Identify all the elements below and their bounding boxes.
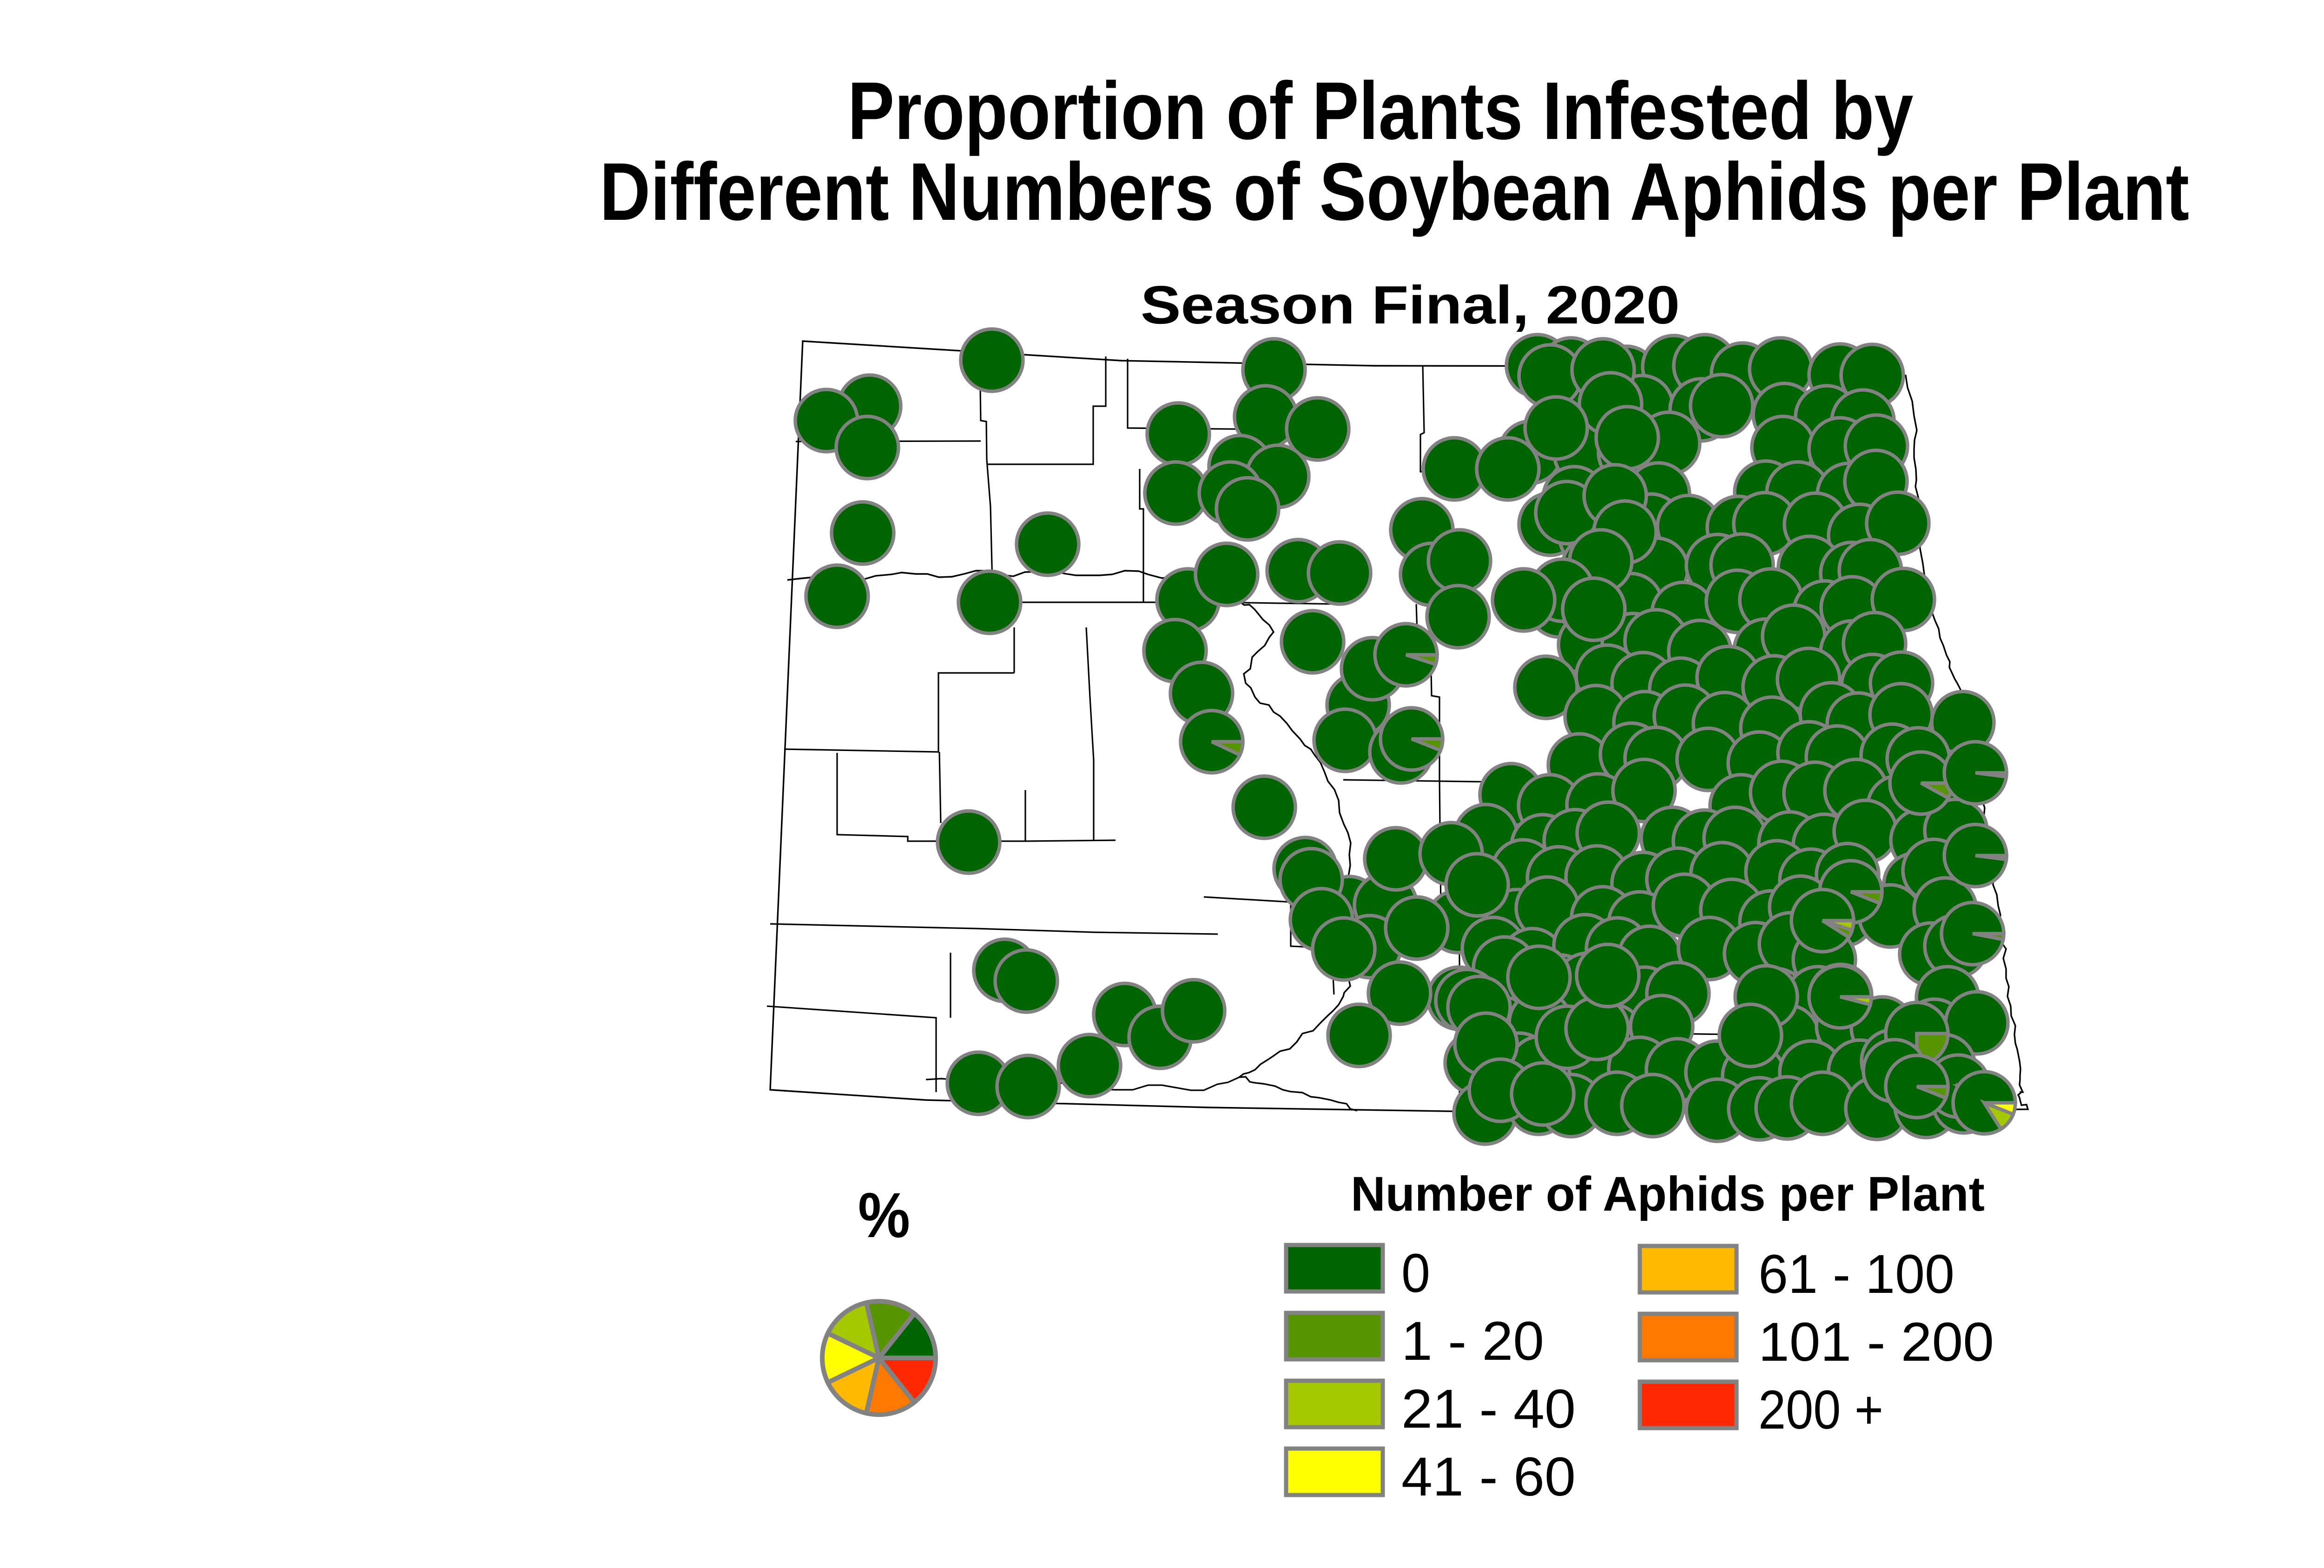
svg-text:61 - 100: 61 - 100 (1758, 1244, 1954, 1305)
svg-text:41 - 60: 41 - 60 (1401, 1446, 1576, 1508)
svg-text:Season Final, 2020: Season Final, 2020 (1141, 275, 1680, 335)
svg-text:0: 0 (1401, 1243, 1430, 1304)
svg-text:Proportion of Plants Infested: Proportion of Plants Infested by (848, 66, 1914, 157)
svg-text:1 - 20: 1 - 20 (1401, 1311, 1544, 1372)
svg-text:%: % (858, 1180, 910, 1251)
svg-text:Number of Aphids per Plant: Number of Aphids per Plant (1351, 1167, 1985, 1221)
svg-text:101 - 200: 101 - 200 (1758, 1311, 1994, 1373)
svg-text:200 +: 200 + (1758, 1379, 1883, 1441)
svg-text:21 - 40: 21 - 40 (1401, 1378, 1576, 1440)
svg-text:Different Numbers of Soybean A: Different Numbers of Soybean Aphids per … (600, 146, 2189, 237)
